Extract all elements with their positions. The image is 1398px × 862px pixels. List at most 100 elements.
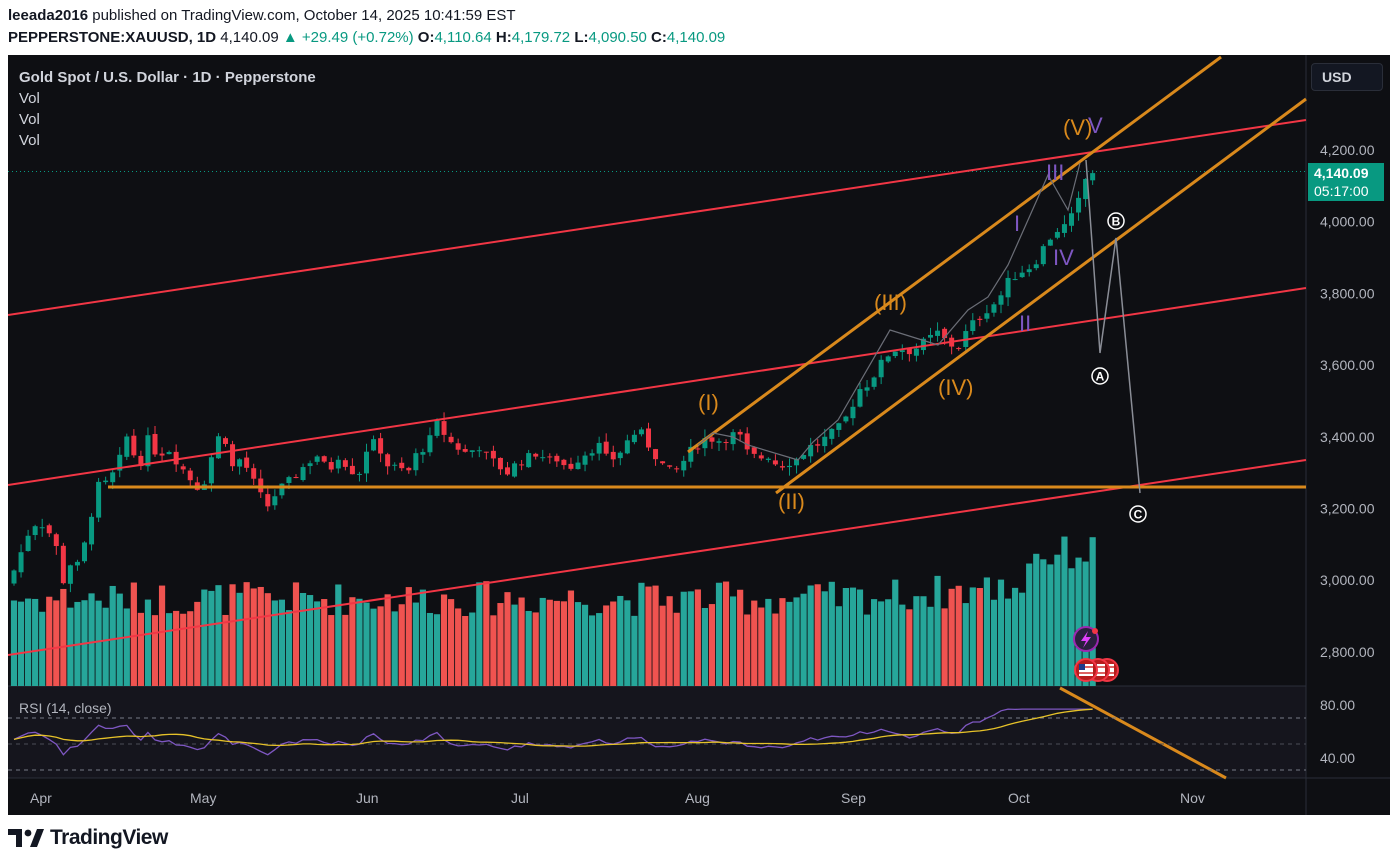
candle-body <box>223 438 228 444</box>
candle-body <box>638 429 644 435</box>
candle-body <box>1019 272 1025 278</box>
volume-bar <box>215 585 222 686</box>
candle-body <box>533 453 539 457</box>
candle-body <box>1069 213 1074 226</box>
volume-bar <box>645 586 652 686</box>
volume-bar <box>130 582 137 686</box>
price-axis-label: 4,000.00 <box>1320 214 1375 230</box>
volume-bar <box>342 614 349 686</box>
candle-body <box>427 435 433 453</box>
candle-body <box>1090 173 1096 181</box>
candle-body <box>998 295 1004 305</box>
candle-body <box>864 387 870 391</box>
high-label: H: <box>495 29 512 46</box>
volume-bar <box>927 606 934 686</box>
candle-body <box>843 416 849 422</box>
volume-bar <box>144 599 152 686</box>
price-change: +29.49 (+0.72%) <box>301 29 414 46</box>
volume-indicator-3[interactable]: Vol <box>19 132 40 149</box>
candle-body <box>25 535 31 552</box>
volume-bar <box>885 599 892 686</box>
candle-body <box>836 423 842 430</box>
candle-body <box>469 450 475 452</box>
circled-label-ring <box>1091 367 1109 385</box>
candle-body <box>18 552 24 573</box>
price-axis-label: 3,200.00 <box>1320 501 1375 517</box>
volume-bar <box>321 599 328 686</box>
volume-bar <box>715 582 723 686</box>
candle-body <box>977 318 983 320</box>
volume-bar <box>990 599 998 686</box>
circled-label-ring <box>1107 212 1125 230</box>
volume-bar <box>856 589 864 686</box>
volume-bar <box>1068 568 1075 686</box>
chart-legend: Gold Spot / U.S. Dollar · 1D · Peppersto… <box>19 67 316 151</box>
volume-bar <box>109 585 116 686</box>
time-axis-label: Jul <box>511 790 529 806</box>
candle-body <box>82 542 87 562</box>
author-name[interactable]: leeada2016 <box>8 7 89 24</box>
candle-body <box>631 434 637 443</box>
candle-body <box>371 439 377 451</box>
candle-body <box>892 351 898 357</box>
orange-channel-lower <box>775 97 1307 495</box>
candle-body <box>272 496 278 506</box>
tradingview-logo[interactable]: TradingView <box>8 826 168 850</box>
volume-bar <box>25 598 32 686</box>
volume-bar <box>95 600 102 686</box>
candle-body <box>610 451 616 460</box>
candle-body <box>815 444 821 446</box>
candle-body <box>349 465 355 475</box>
volume-bar <box>271 600 278 686</box>
volume-bar <box>433 614 441 686</box>
candle-body <box>561 459 567 466</box>
volume-bar <box>67 607 74 686</box>
volume-bar <box>102 607 109 686</box>
rsi-trendline <box>1059 686 1227 780</box>
volume-bar <box>758 607 765 686</box>
volume-indicator-1[interactable]: Vol <box>19 90 40 107</box>
candle-body <box>667 465 673 467</box>
volume-indicator-2[interactable]: Vol <box>19 111 40 128</box>
candle-body <box>159 453 165 456</box>
volume-bar <box>962 603 969 686</box>
volume-bar <box>1089 537 1096 686</box>
currency-button[interactable]: USD <box>1311 63 1383 91</box>
volume-bar <box>525 610 532 686</box>
volume-bar <box>448 599 455 686</box>
volume-bar <box>116 593 123 686</box>
published-text: published on TradingView.com, October 14… <box>92 7 516 24</box>
volume-bar <box>504 592 511 686</box>
candle-body <box>413 453 419 471</box>
candle-body <box>857 389 863 407</box>
volume-bar <box>567 590 575 686</box>
volume-bar <box>201 589 208 686</box>
volume-bar <box>624 600 631 686</box>
candle-body <box>1076 197 1082 213</box>
volume-bar <box>462 615 469 686</box>
volume-bar <box>455 608 462 686</box>
candle-body <box>794 458 800 466</box>
up-arrow-icon: ▲ <box>282 29 298 46</box>
volume-bar <box>871 599 878 686</box>
volume-bar <box>1004 598 1012 686</box>
circled-wave-label: A <box>1096 370 1105 384</box>
candle-body <box>406 467 412 471</box>
candle-body <box>970 320 976 332</box>
volume-bar <box>264 593 271 686</box>
candle-body <box>420 452 426 455</box>
rsi-label[interactable]: RSI (14, close) <box>19 700 112 716</box>
volume-bar <box>222 614 229 686</box>
candle-body <box>74 561 80 566</box>
volume-bar <box>920 596 927 686</box>
candle-body <box>321 456 327 462</box>
candle-body <box>991 304 997 313</box>
chart-frame[interactable]: (I) (II) (III) (IV) (V) I II III IV V A B C 4,200.00… <box>8 55 1390 815</box>
candle-body <box>554 455 560 462</box>
time-axis-label: Nov <box>1180 790 1205 806</box>
candle-body <box>871 377 877 387</box>
purple-wave-label: IV <box>1053 245 1074 270</box>
candle-body <box>984 313 990 319</box>
volume-bar <box>574 602 582 686</box>
